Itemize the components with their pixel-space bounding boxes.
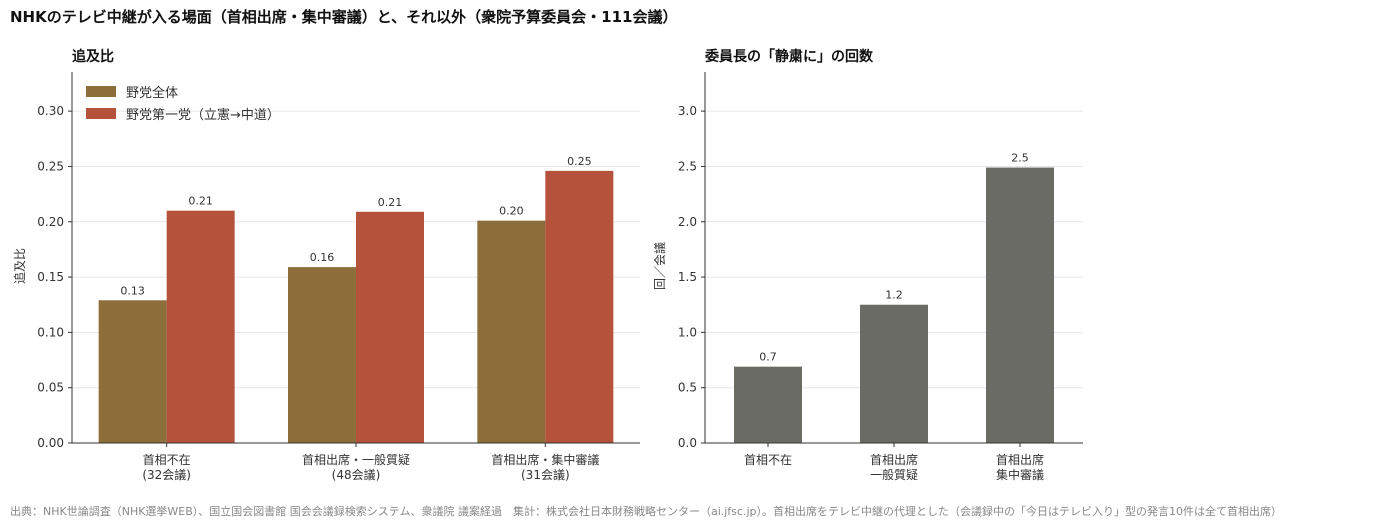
right-bar-chart: 0.00.51.01.52.02.53.00.7首相不在1.2首相出席一般質疑2… — [653, 72, 1083, 482]
bar — [98, 300, 167, 443]
x-tick-label: 首相不在 — [143, 453, 191, 467]
y-tick-label: 2.0 — [678, 215, 697, 229]
x-tick-label: 首相不在 — [744, 453, 792, 467]
bar — [288, 267, 356, 443]
x-tick-label: (32会議) — [142, 468, 191, 482]
left-chart-title: 追及比 — [72, 49, 114, 65]
x-tick-label: 首相出席 — [996, 452, 1044, 467]
x-tick-label: (48会議) — [332, 468, 381, 482]
y-tick-label: 0.15 — [37, 270, 64, 284]
x-tick-label: 集中審議 — [996, 467, 1044, 482]
bar — [986, 167, 1054, 443]
data-label: 0.21 — [378, 196, 403, 209]
legend-swatch-all-opposition — [86, 85, 116, 97]
x-tick-label: 一般質疑 — [870, 467, 918, 482]
bar — [734, 366, 802, 443]
legend-item-main-opposition: 野党第一党（立憲→中道） — [86, 102, 280, 124]
y-tick-label: 0.05 — [37, 381, 64, 395]
data-label: 1.2 — [885, 289, 903, 302]
y-tick-label: 0.25 — [37, 159, 64, 173]
data-label: 0.21 — [188, 195, 213, 208]
right-chart-title: 委員長の「静粛に」の回数 — [705, 49, 873, 65]
bar — [356, 211, 424, 443]
left-bar-chart: 0.00 0.05 0.10 0.15 0.20 0.25 0.30 0.13 0.21 首相不在… — [12, 72, 640, 482]
bar — [545, 170, 614, 444]
bar — [477, 220, 546, 443]
data-label: 2.5 — [1011, 152, 1029, 165]
y-axis-label: 回／会議 — [653, 242, 667, 290]
data-label: 0.20 — [499, 205, 524, 218]
legend-item-all-opposition: 野党全体 — [86, 80, 280, 102]
y-tick-label: 0.5 — [678, 381, 697, 395]
y-tick-label: 0.20 — [37, 215, 64, 229]
y-tick-label: 0.00 — [37, 436, 64, 450]
bar — [860, 304, 928, 443]
y-tick-label: 0.0 — [678, 436, 697, 450]
data-label: 0.7 — [759, 351, 777, 364]
chart-legend: 野党全体 野党第一党（立憲→中道） — [86, 80, 280, 124]
y-tick-label: 0.30 — [37, 104, 64, 118]
data-label: 0.25 — [567, 155, 592, 168]
y-tick-label: 2.5 — [678, 159, 697, 173]
y-tick-label: 3.0 — [678, 104, 697, 118]
legend-label: 野党第一党（立憲→中道） — [126, 107, 280, 123]
y-tick-label: 1.0 — [678, 325, 697, 339]
x-tick-label: 首相出席 — [870, 452, 918, 467]
data-label: 0.16 — [310, 251, 335, 264]
x-tick-label: (31会議) — [521, 468, 570, 482]
legend-swatch-main-opposition — [86, 107, 116, 119]
y-tick-label: 0.10 — [37, 325, 64, 339]
chart-main-title: NHKのテレビ中継が入る場面（首相出席・集中審議）と、それ以外（衆院予算委員会・… — [10, 8, 678, 26]
x-tick-label: 首相出席・集中審議 — [491, 452, 599, 467]
y-axis-label: 追及比 — [12, 248, 27, 284]
bar — [166, 210, 235, 443]
x-tick-label: 首相出席・一般質疑 — [302, 452, 410, 467]
source-footer: 出典：NHK世論調査（NHK選挙WEB）、国立国会図書館 国会会議録検索システム… — [10, 505, 1282, 518]
data-label: 0.13 — [120, 284, 145, 297]
legend-label: 野党全体 — [126, 85, 179, 101]
y-tick-label: 1.5 — [678, 270, 697, 284]
